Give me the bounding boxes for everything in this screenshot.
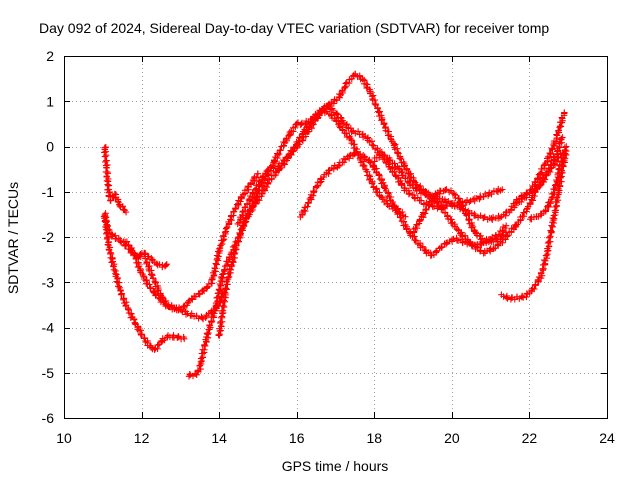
series-track-14 <box>527 143 570 223</box>
plus-markers <box>510 134 566 207</box>
x-tick-label: 24 <box>599 430 615 446</box>
plus-markers <box>215 106 409 339</box>
series-track-11 <box>371 148 564 257</box>
series-track-1 <box>101 144 130 216</box>
y-tick-label: -5 <box>42 365 55 381</box>
series-track-13 <box>510 134 566 207</box>
x-tick-label: 10 <box>56 430 72 446</box>
x-tick-label: 22 <box>522 430 538 446</box>
y-axis-title: SDTVAR / TECUs <box>5 182 21 294</box>
plus-markers <box>498 147 570 303</box>
plus-markers <box>527 143 570 223</box>
x-tick-label: 14 <box>211 430 227 446</box>
x-tick-label: 12 <box>134 430 150 446</box>
series-track-8 <box>234 70 568 228</box>
series-track-12 <box>498 147 570 303</box>
y-tick-label: 2 <box>46 48 54 64</box>
y-tick-label: -3 <box>42 274 55 290</box>
gridlines <box>64 56 607 418</box>
plus-markers <box>410 186 510 246</box>
y-tick-label: 0 <box>46 139 54 155</box>
plus-markers <box>100 211 188 353</box>
y-tick-label: -4 <box>42 320 55 336</box>
plus-markers <box>142 170 262 314</box>
chart-title: Day 092 of 2024, Sidereal Day-to-day VTE… <box>39 20 549 36</box>
series-track-3 <box>100 211 188 353</box>
plus-markers <box>234 70 568 228</box>
x-tick-label: 16 <box>289 430 305 446</box>
y-tick-label: 1 <box>46 93 54 109</box>
x-tick-label: 18 <box>366 430 382 446</box>
x-axis-title: GPS time / hours <box>282 458 389 474</box>
series-track-10 <box>410 186 510 246</box>
data-points <box>100 70 570 380</box>
y-tick-label: -2 <box>42 229 55 245</box>
y-tick-label: -6 <box>42 410 55 426</box>
series-track-7 <box>215 106 409 339</box>
plus-markers <box>371 148 564 257</box>
plus-markers <box>101 144 130 216</box>
y-tick-label: -1 <box>42 184 55 200</box>
x-tick-label: 20 <box>444 430 460 446</box>
series-track-5 <box>142 170 262 314</box>
